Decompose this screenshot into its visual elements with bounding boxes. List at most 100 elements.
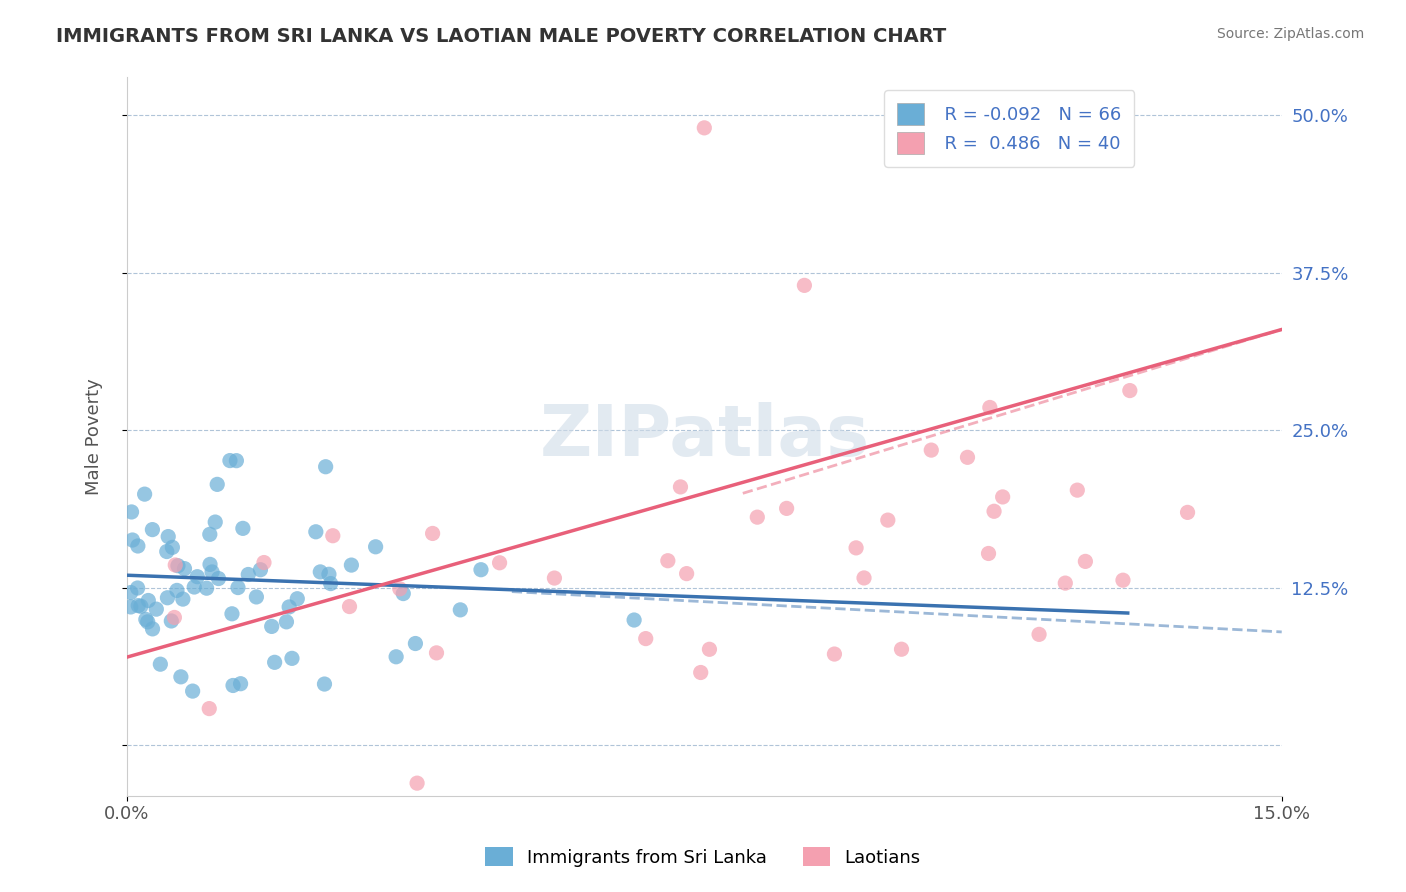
Immigrants from Sri Lanka — [245, 590, 267, 604]
Legend:   R = -0.092   N = 66,   R =  0.486   N = 40: R = -0.092 N = 66, R = 0.486 N = 40 — [884, 90, 1135, 167]
Immigrants from Sri Lanka — [281, 651, 304, 665]
Immigrants from Sri Lanka — [170, 670, 193, 684]
Immigrants from Sri Lanka — [204, 515, 226, 529]
Immigrants from Sri Lanka — [449, 603, 471, 617]
Immigrants from Sri Lanka — [276, 615, 298, 629]
Immigrants from Sri Lanka — [167, 558, 190, 573]
Laotians — [488, 556, 510, 570]
Laotians — [1066, 483, 1088, 497]
Immigrants from Sri Lanka — [145, 602, 167, 616]
Laotians — [388, 582, 411, 596]
Laotians — [890, 642, 912, 657]
Laotians — [1074, 554, 1097, 568]
Immigrants from Sri Lanka — [340, 558, 363, 573]
Immigrants from Sri Lanka — [207, 572, 229, 586]
Immigrants from Sri Lanka — [135, 612, 157, 626]
Immigrants from Sri Lanka — [136, 593, 159, 607]
Laotians — [422, 526, 444, 541]
Laotians — [675, 566, 697, 581]
Immigrants from Sri Lanka — [392, 586, 415, 600]
Immigrants from Sri Lanka — [226, 581, 249, 595]
Immigrants from Sri Lanka — [160, 614, 183, 628]
Text: ZIPatlas: ZIPatlas — [540, 402, 869, 471]
Laotians — [747, 510, 769, 524]
Immigrants from Sri Lanka — [314, 677, 336, 691]
Laotians — [543, 571, 565, 585]
Laotians — [425, 646, 447, 660]
Laotians — [1112, 573, 1135, 587]
Laotians — [793, 278, 815, 293]
Immigrants from Sri Lanka — [198, 558, 221, 572]
Immigrants from Sri Lanka — [141, 523, 163, 537]
Immigrants from Sri Lanka — [157, 530, 180, 544]
Laotians — [853, 571, 876, 585]
Immigrants from Sri Lanka — [364, 540, 387, 554]
Immigrants from Sri Lanka — [127, 599, 149, 613]
Laotians — [699, 642, 721, 657]
Immigrants from Sri Lanka — [198, 527, 221, 541]
Immigrants from Sri Lanka — [121, 505, 143, 519]
Immigrants from Sri Lanka — [173, 561, 195, 575]
Laotians — [991, 490, 1014, 504]
Immigrants from Sri Lanka — [221, 607, 243, 621]
Immigrants from Sri Lanka — [120, 599, 142, 614]
Immigrants from Sri Lanka — [318, 567, 340, 582]
Laotians — [823, 647, 845, 661]
Immigrants from Sri Lanka — [181, 684, 204, 698]
Laotians — [977, 546, 1000, 560]
Text: Source: ZipAtlas.com: Source: ZipAtlas.com — [1216, 27, 1364, 41]
Immigrants from Sri Lanka — [156, 591, 179, 605]
Laotians — [979, 401, 1001, 415]
Laotians — [339, 599, 361, 614]
Immigrants from Sri Lanka — [225, 453, 247, 467]
Laotians — [669, 480, 692, 494]
Laotians — [956, 450, 979, 465]
Immigrants from Sri Lanka — [285, 591, 308, 606]
Laotians — [322, 529, 344, 543]
Immigrants from Sri Lanka — [260, 619, 283, 633]
Laotians — [1054, 576, 1077, 591]
Laotians — [198, 701, 221, 715]
Text: IMMIGRANTS FROM SRI LANKA VS LAOTIAN MALE POVERTY CORRELATION CHART: IMMIGRANTS FROM SRI LANKA VS LAOTIAN MAL… — [56, 27, 946, 45]
Legend: Immigrants from Sri Lanka, Laotians: Immigrants from Sri Lanka, Laotians — [478, 840, 928, 874]
Laotians — [1177, 505, 1199, 519]
Laotians — [775, 501, 797, 516]
Immigrants from Sri Lanka — [127, 539, 149, 553]
Immigrants from Sri Lanka — [141, 622, 163, 636]
Immigrants from Sri Lanka — [134, 487, 156, 501]
Immigrants from Sri Lanka — [238, 567, 260, 582]
Immigrants from Sri Lanka — [186, 570, 208, 584]
Laotians — [920, 443, 942, 458]
Immigrants from Sri Lanka — [263, 656, 285, 670]
Laotians — [1028, 627, 1050, 641]
Immigrants from Sri Lanka — [121, 533, 143, 547]
Immigrants from Sri Lanka — [183, 580, 205, 594]
Laotians — [165, 558, 187, 572]
Immigrants from Sri Lanka — [470, 563, 492, 577]
Immigrants from Sri Lanka — [136, 615, 159, 629]
Immigrants from Sri Lanka — [278, 599, 301, 614]
Immigrants from Sri Lanka — [222, 678, 245, 692]
Immigrants from Sri Lanka — [249, 563, 271, 577]
Immigrants from Sri Lanka — [129, 599, 152, 614]
Laotians — [845, 541, 868, 555]
Immigrants from Sri Lanka — [319, 576, 342, 591]
Laotians — [657, 554, 679, 568]
Immigrants from Sri Lanka — [404, 636, 426, 650]
Laotians — [693, 120, 716, 135]
Immigrants from Sri Lanka — [623, 613, 645, 627]
Immigrants from Sri Lanka — [149, 657, 172, 672]
Immigrants from Sri Lanka — [305, 524, 328, 539]
Laotians — [253, 556, 276, 570]
Immigrants from Sri Lanka — [309, 565, 332, 579]
Immigrants from Sri Lanka — [201, 565, 224, 579]
Immigrants from Sri Lanka — [120, 585, 142, 599]
Laotians — [983, 504, 1005, 518]
Laotians — [1119, 384, 1142, 398]
Immigrants from Sri Lanka — [385, 649, 408, 664]
Immigrants from Sri Lanka — [156, 544, 179, 558]
Y-axis label: Male Poverty: Male Poverty — [86, 378, 103, 495]
Laotians — [163, 610, 186, 624]
Immigrants from Sri Lanka — [205, 477, 228, 491]
Immigrants from Sri Lanka — [315, 459, 337, 474]
